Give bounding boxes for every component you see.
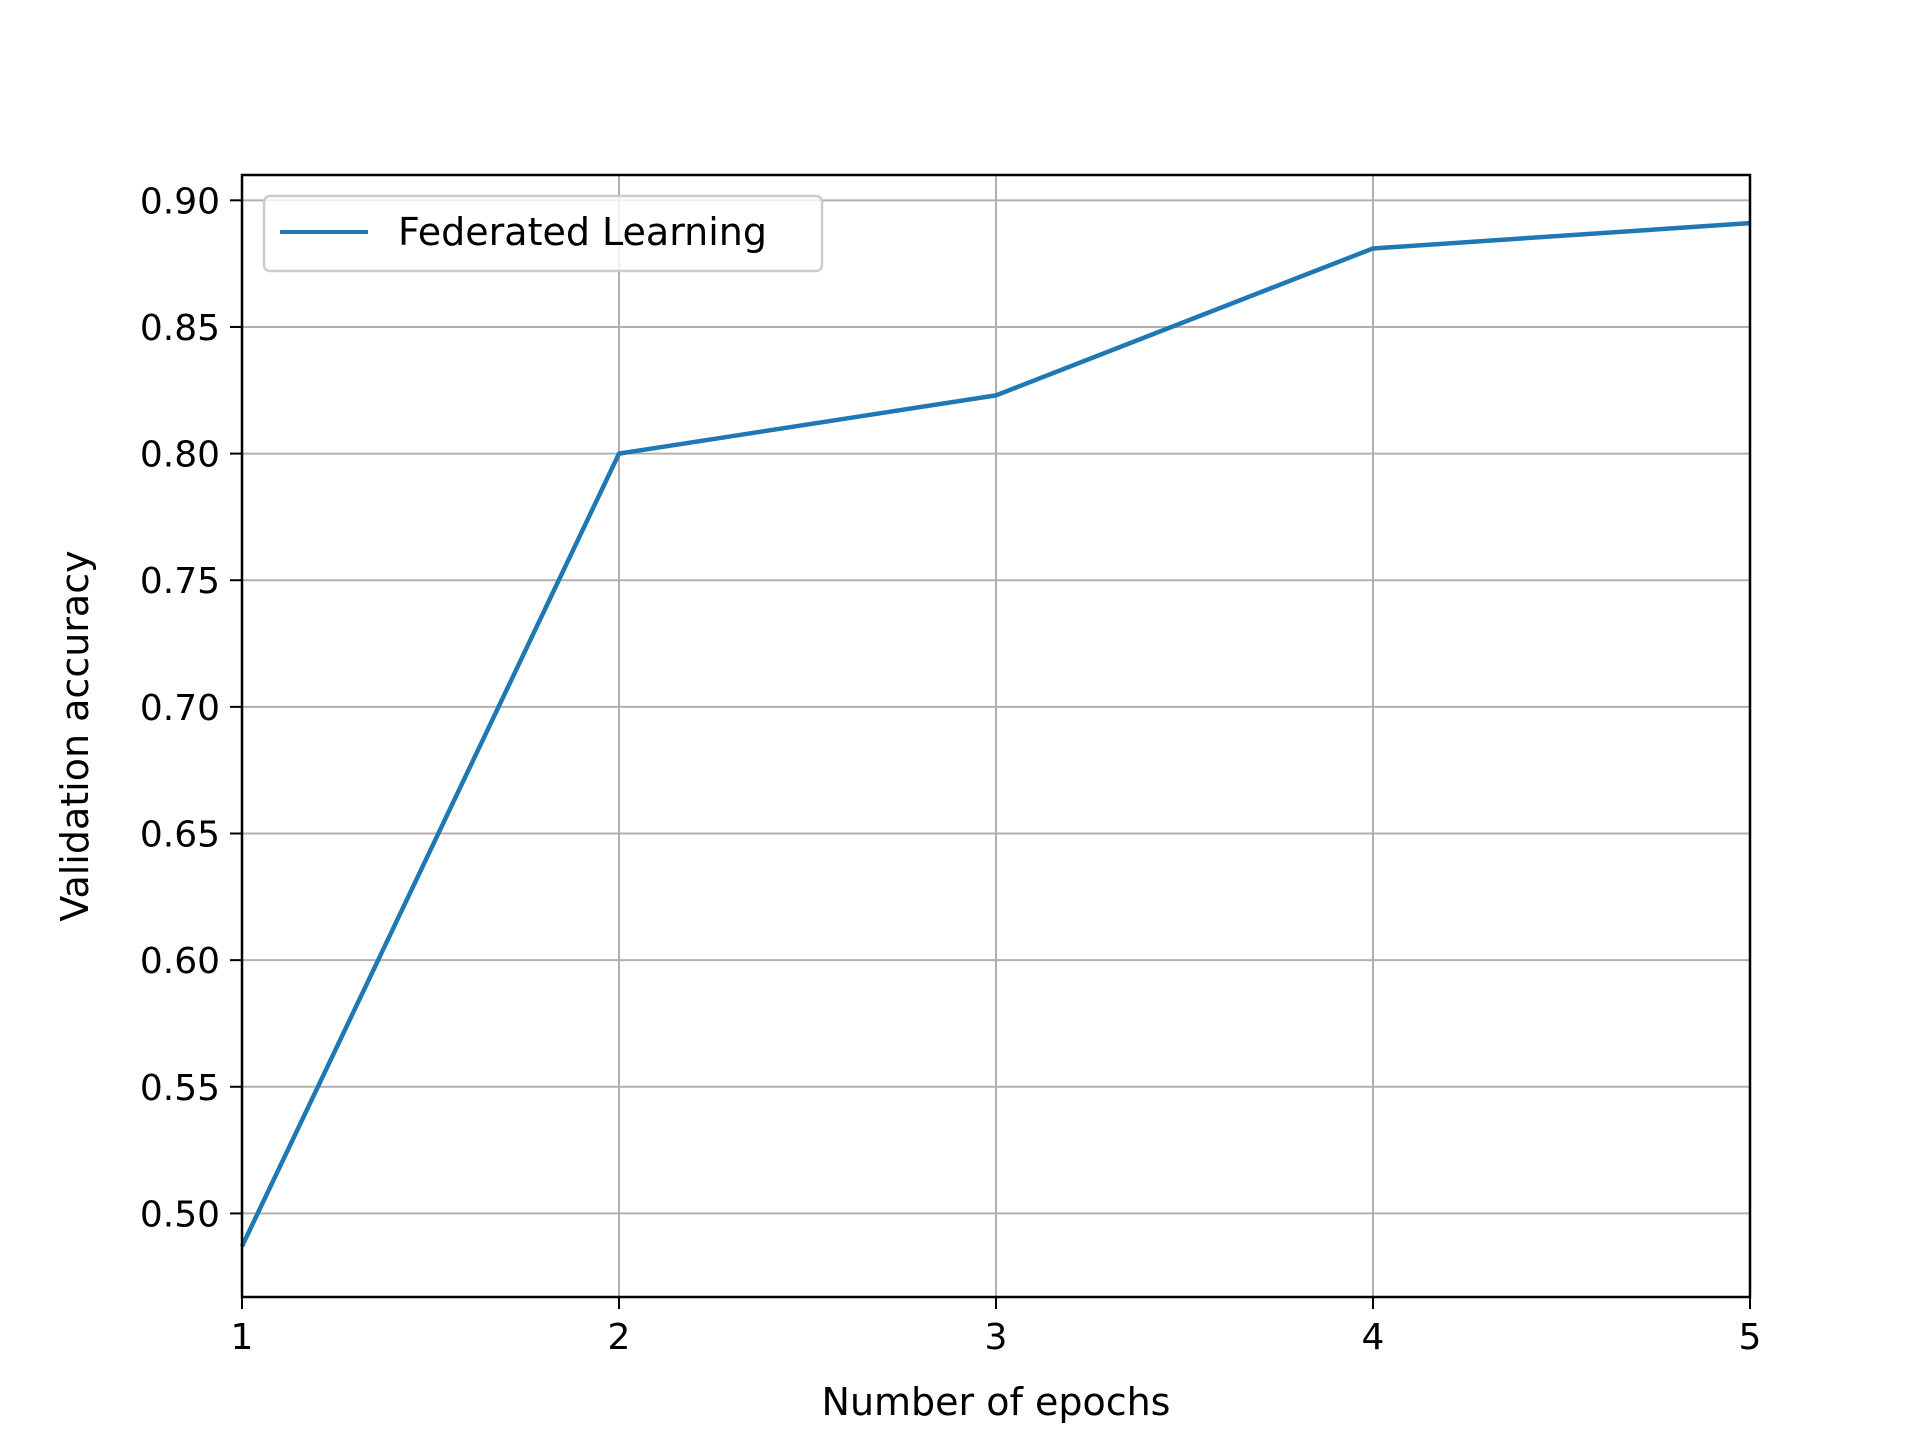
x-tick-label: 2 [608,1317,631,1358]
grid [241,175,1751,1297]
y-tick-label: 0.75 [140,561,220,602]
y-tick-label: 0.85 [140,308,220,349]
y-tick-label: 0.60 [140,941,220,982]
x-axis-ticks: 1 2 3 4 5 [231,1297,1762,1358]
y-tick-label: 0.70 [140,688,220,729]
y-axis-label: Validation accuracy [53,550,97,921]
series-layer [239,220,1751,1248]
x-tick-label: 5 [1739,1317,1762,1358]
legend: Federated Learning [262,194,824,273]
y-tick-label: 0.65 [140,815,220,856]
y-tick-label: 0.80 [140,435,220,476]
legend-box [262,194,824,273]
x-tick-label: 1 [231,1317,254,1358]
y-tick-label: 0.90 [140,181,220,222]
x-axis-label: Number of epochs [822,1380,1171,1424]
y-axis-ticks: 0.50 0.55 0.60 0.65 0.70 0.75 0.80 0.85 0.90 [140,181,242,1235]
x-tick-label: 4 [1362,1317,1385,1358]
legend-entry-federated-learning: Federated Learning [398,210,767,254]
series-line-federated-learning [239,220,1751,1248]
x-tick-label: 3 [985,1317,1008,1358]
y-tick-label: 0.50 [140,1194,220,1235]
y-tick-label: 0.55 [140,1068,220,1109]
